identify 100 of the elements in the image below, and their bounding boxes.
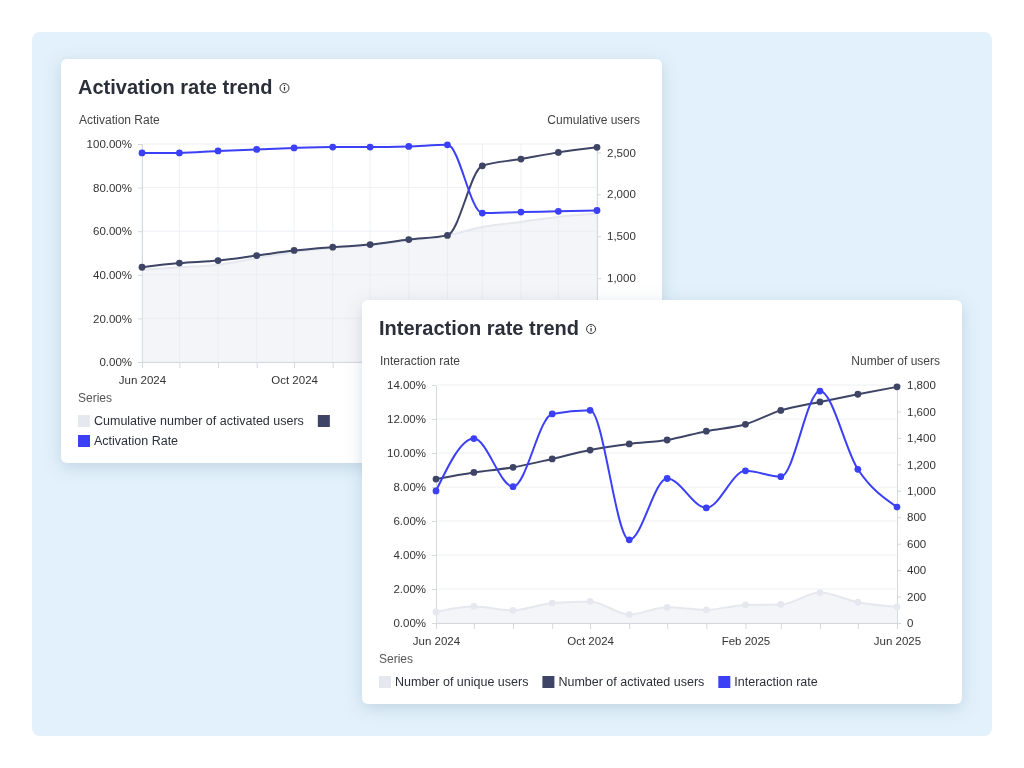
point [816, 398, 824, 406]
point [470, 603, 478, 610]
point [548, 455, 556, 463]
legend-label: Number of activated users [558, 675, 705, 689]
y-tick-label: 12.00% [386, 413, 426, 426]
point [138, 149, 146, 157]
legend-label: Cumulative number of activated users [94, 414, 304, 428]
point [432, 608, 440, 616]
y-tick-label: 40.00% [92, 268, 132, 281]
y2-axis-title: Number of users [851, 354, 940, 368]
y2-tick-label: 1,200 [907, 458, 936, 471]
y-axis-title: Activation Rate [79, 113, 161, 127]
point [444, 232, 451, 239]
point [586, 406, 594, 414]
point [253, 252, 261, 259]
y-axis-title: Interaction rate [380, 354, 461, 368]
point [593, 207, 601, 214]
point [405, 236, 413, 243]
y2-tick-label: 1,400 [907, 432, 936, 445]
legend-label: Number of unique users [395, 675, 529, 689]
y-tick-label: 8.00% [393, 481, 426, 494]
point [893, 503, 901, 511]
y-tick-label: 10.00% [386, 447, 426, 460]
y2-tick-label: 800 [907, 511, 927, 524]
point [214, 257, 222, 264]
point [366, 143, 374, 151]
y-tick-label: 20.00% [92, 312, 132, 325]
y-tick-label: 60.00% [92, 225, 132, 238]
point [586, 446, 594, 454]
x-tick-label: Feb 2025 [721, 635, 771, 648]
point [478, 162, 486, 170]
x-tick-label: Jun 2024 [412, 635, 461, 648]
y2-axis-title: Cumulative users [547, 113, 640, 127]
point [893, 603, 901, 611]
y-tick-label: 0.00% [99, 356, 132, 369]
point [509, 464, 517, 471]
point [444, 141, 451, 149]
y2-tick-label: 0 [907, 617, 914, 630]
point [478, 209, 486, 217]
point [253, 146, 261, 153]
point [214, 147, 222, 155]
point [702, 504, 710, 512]
point [854, 465, 862, 473]
y-tick-label: 80.00% [92, 181, 132, 194]
x-tick-label: Oct 2024 [567, 635, 615, 648]
legend-title: Series [78, 391, 113, 405]
point [854, 598, 862, 606]
point [625, 536, 633, 544]
point [742, 601, 749, 609]
point [742, 467, 749, 475]
point [470, 435, 478, 442]
point [625, 611, 633, 618]
point [777, 407, 785, 414]
point [517, 155, 525, 163]
y-tick-label: 100.00% [86, 138, 132, 151]
point [777, 473, 785, 481]
point [432, 487, 440, 495]
point [176, 259, 183, 267]
y2-tick-label: 1,600 [907, 405, 936, 418]
y-tick-label: 14.00% [386, 379, 426, 392]
point [548, 410, 556, 418]
point [702, 606, 710, 614]
y-tick-label: 4.00% [393, 549, 426, 562]
point [509, 606, 517, 614]
point [893, 383, 901, 391]
point [290, 247, 298, 254]
point [290, 144, 298, 152]
y2-tick-label: 1,000 [607, 272, 636, 285]
point [586, 598, 594, 605]
x-tick-label: Jun 2024 [118, 374, 167, 387]
y-tick-label: 0.00% [393, 617, 426, 630]
y2-tick-label: 600 [907, 537, 927, 550]
chart-title: Interaction rate trend [379, 317, 580, 339]
x-tick-label: Jun 2025 [873, 635, 922, 648]
point [548, 599, 556, 607]
point [663, 603, 671, 611]
y2-tick-label: 1,500 [607, 230, 636, 243]
point [663, 475, 671, 482]
point [702, 427, 710, 435]
point [432, 475, 440, 483]
y2-tick-label: 400 [907, 564, 927, 577]
point [176, 149, 183, 157]
y2-tick-label: 1,800 [907, 379, 936, 392]
point [816, 387, 824, 395]
point [593, 143, 601, 151]
point [329, 243, 337, 251]
y2-tick-label: 1,000 [907, 484, 936, 497]
chart-title: Activation rate trend [78, 76, 273, 98]
x-tick-label: Oct 2024 [271, 374, 319, 387]
point [554, 207, 562, 215]
y-tick-label: 6.00% [393, 515, 426, 528]
point [816, 589, 824, 596]
point [405, 143, 413, 150]
point [329, 143, 337, 151]
point [366, 241, 374, 248]
point [509, 483, 517, 491]
y2-tick-label: 2,500 [607, 146, 636, 159]
y-tick-label: 2.00% [393, 583, 426, 596]
legend-label: Activation Rate [94, 434, 179, 448]
y2-tick-label: 200 [907, 590, 927, 603]
